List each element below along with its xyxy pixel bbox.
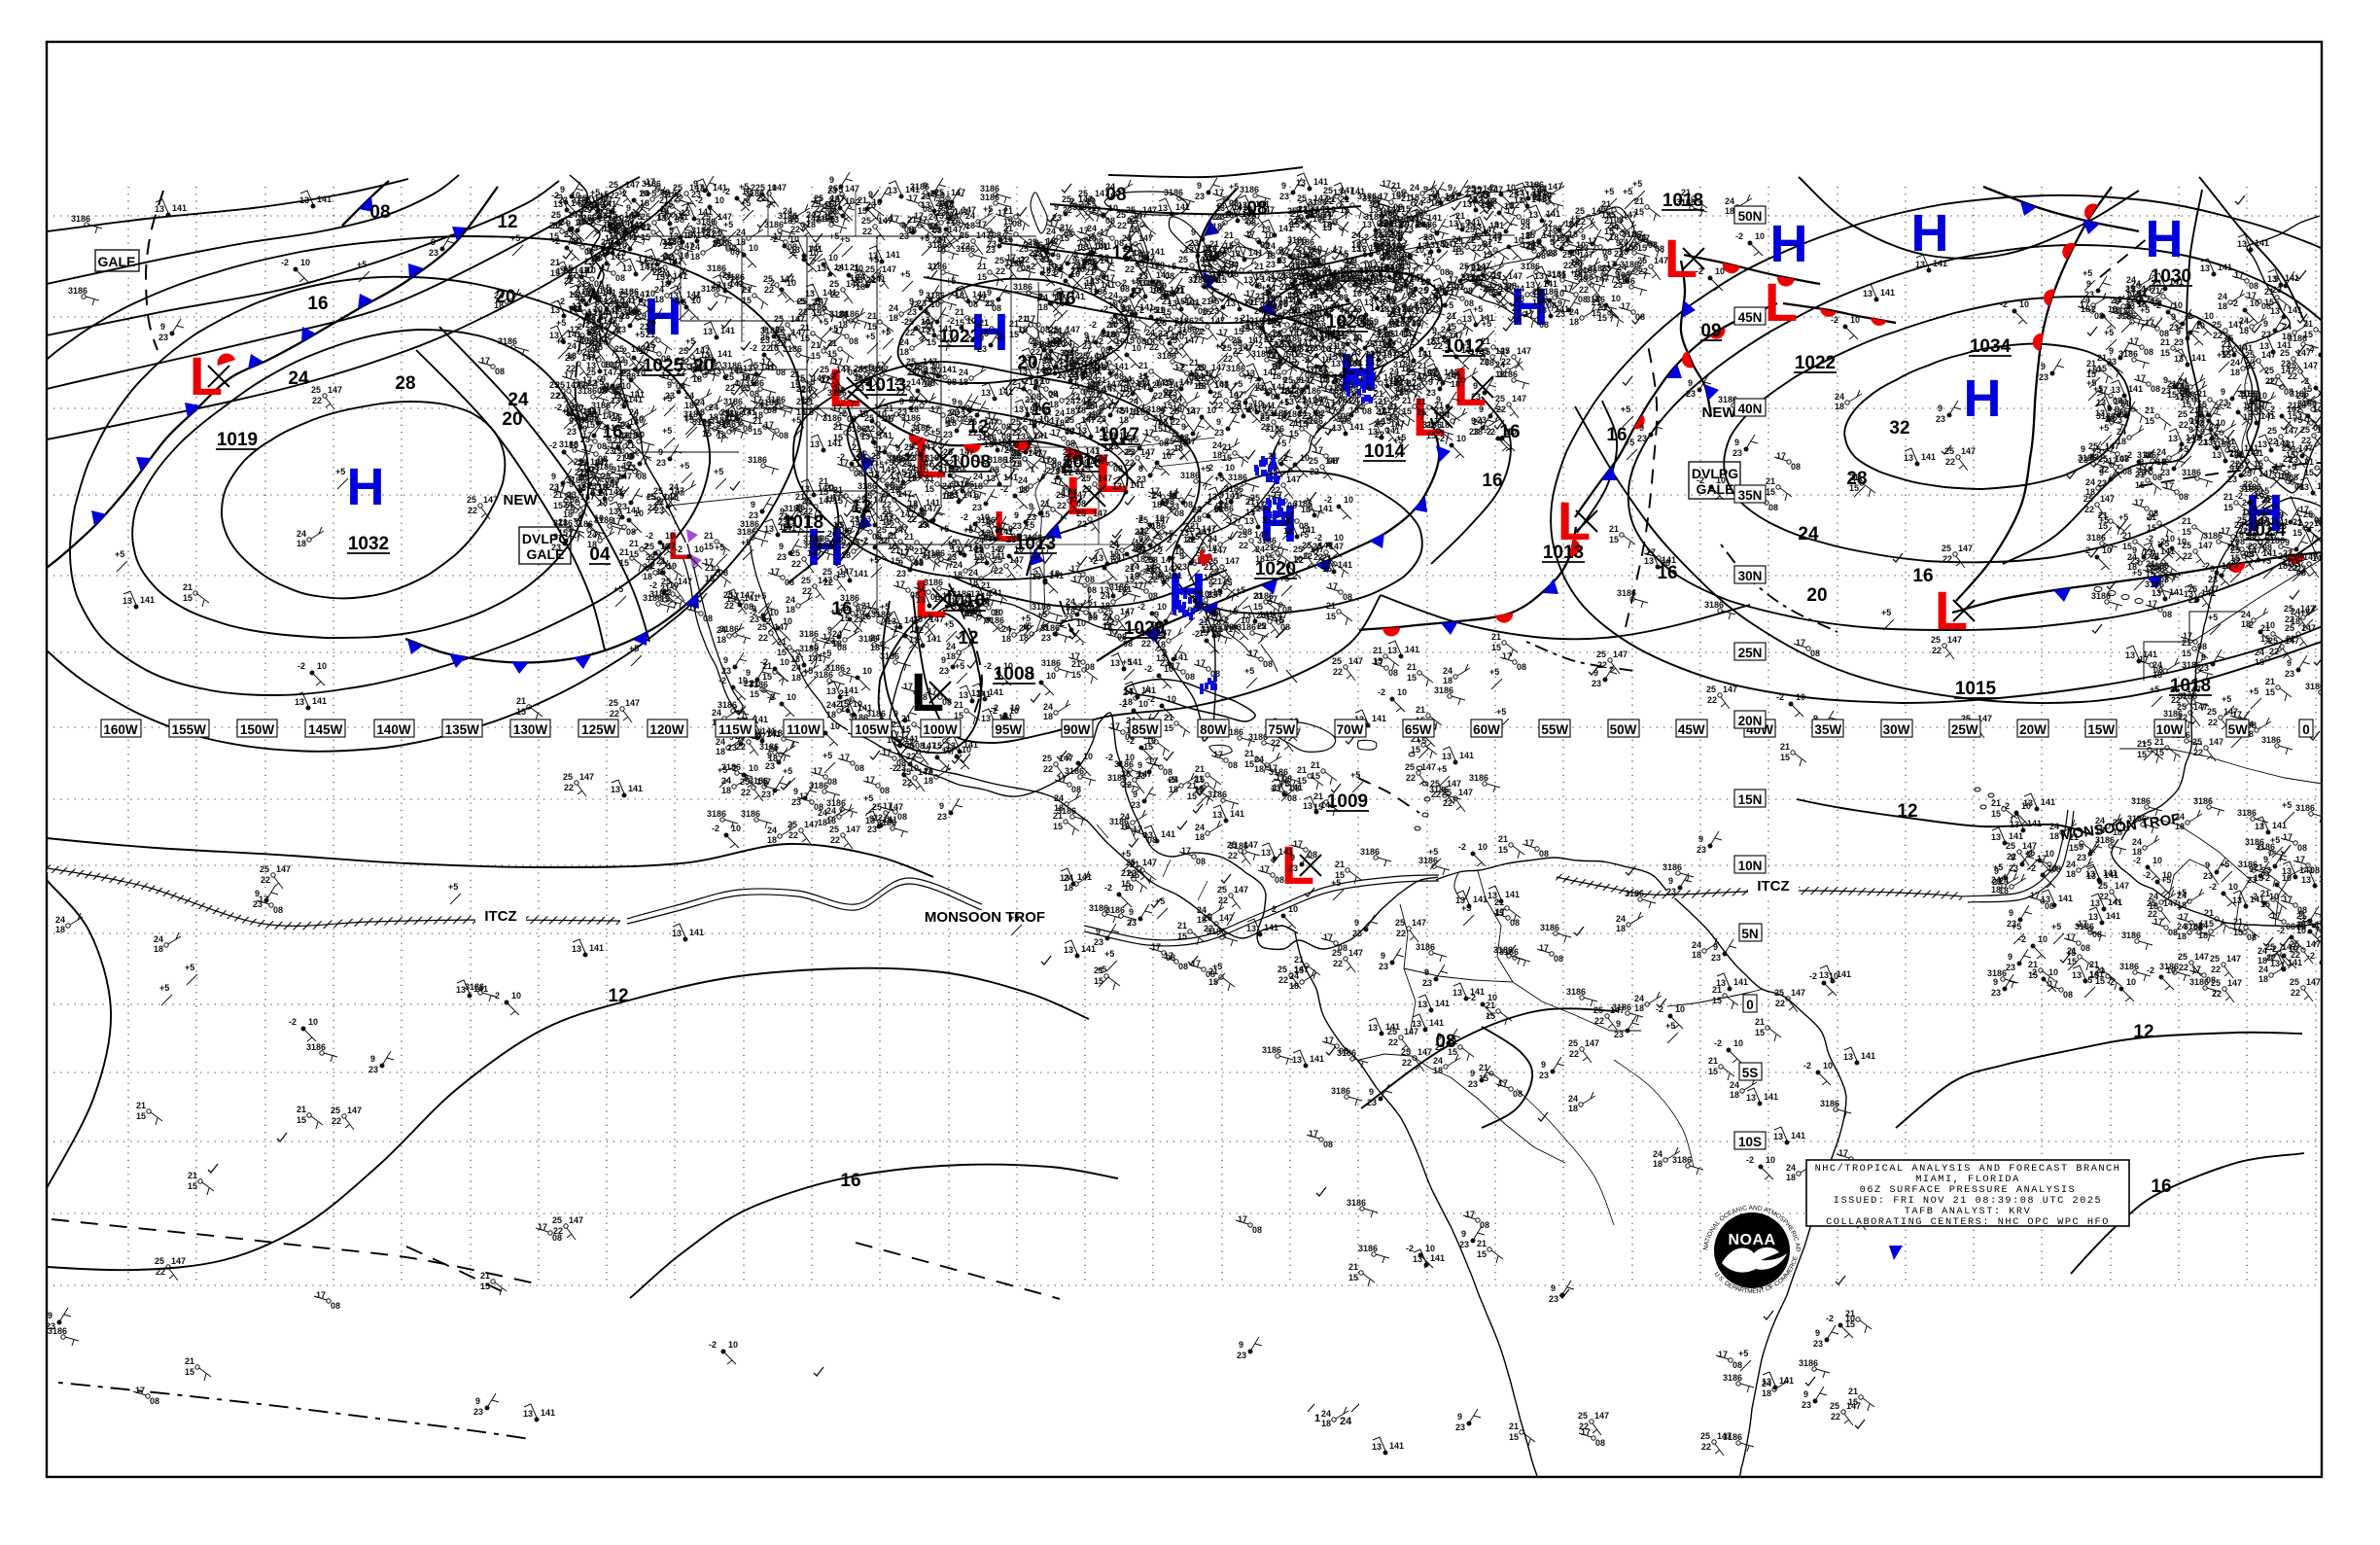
svg-text:16: 16 (840, 1171, 860, 1191)
svg-text:10W: 10W (2156, 722, 2184, 737)
svg-text:25W: 25W (1951, 722, 1978, 737)
svg-text:160W: 160W (103, 722, 138, 737)
svg-text:100W: 100W (923, 722, 958, 737)
svg-text:H: H (1770, 215, 1808, 273)
svg-text:120W: 120W (649, 722, 684, 737)
svg-text:35N: 35N (1738, 488, 1763, 503)
svg-text:MONSOON TROF: MONSOON TROF (925, 909, 1045, 926)
svg-text:28: 28 (395, 373, 415, 394)
svg-text:65W: 65W (1405, 722, 1432, 737)
svg-text:80W: 80W (1200, 722, 1227, 737)
svg-text:15W: 15W (2087, 722, 2115, 737)
svg-text:06Z SURFACE PRESSURE ANALYSIS: 06Z SURFACE PRESSURE ANALYSIS (1860, 1184, 2077, 1196)
svg-text:135W: 135W (445, 722, 480, 737)
svg-text:70W: 70W (1337, 722, 1364, 737)
svg-text:60W: 60W (1473, 722, 1500, 737)
svg-text:30N: 30N (1738, 569, 1763, 583)
svg-text:16: 16 (1482, 471, 1502, 491)
svg-text:50N: 50N (1738, 209, 1763, 224)
svg-text:1019: 1019 (217, 430, 258, 450)
svg-text:75W: 75W (1268, 722, 1295, 737)
svg-text:130W: 130W (513, 722, 548, 737)
svg-text:COLLABORATING CENTERS: NHC OPC: COLLABORATING CENTERS: NHC OPC WPC HFO (1826, 1216, 2110, 1228)
svg-text:08: 08 (369, 202, 390, 223)
svg-text:50W: 50W (1610, 722, 1637, 737)
svg-text:H: H (1964, 369, 2002, 428)
svg-text:16: 16 (1657, 563, 1677, 583)
svg-text:90W: 90W (1064, 722, 1091, 737)
svg-text:1025: 1025 (643, 356, 684, 376)
svg-text:ITCZ: ITCZ (1757, 878, 1789, 895)
svg-text:145W: 145W (308, 722, 343, 737)
svg-text:15N: 15N (1738, 792, 1763, 807)
svg-text:150W: 150W (240, 722, 275, 737)
svg-text:45W: 45W (1678, 722, 1705, 737)
svg-text:5N: 5N (1741, 927, 1758, 941)
svg-text:04: 04 (589, 544, 611, 565)
svg-text:12: 12 (1897, 801, 1917, 822)
svg-text:24: 24 (288, 369, 309, 389)
svg-text:H: H (347, 458, 385, 516)
svg-text:1009: 1009 (1327, 791, 1368, 812)
svg-text:TAFB ANALYST: KRV: TAFB ANALYST: KRV (1905, 1206, 2032, 1217)
svg-text:1015: 1015 (1955, 679, 1997, 699)
svg-text:10S: 10S (1738, 1135, 1762, 1149)
svg-text:105W: 105W (855, 722, 890, 737)
svg-text:16: 16 (2151, 1176, 2171, 1197)
svg-text:1032: 1032 (348, 534, 389, 554)
svg-text:MIAMI, FLORIDA: MIAMI, FLORIDA (1915, 1174, 2020, 1185)
svg-text:1034: 1034 (1970, 336, 2012, 357)
svg-text:16: 16 (307, 294, 328, 314)
svg-text:GALE: GALE (98, 254, 136, 269)
svg-text:1022: 1022 (1795, 353, 1836, 373)
svg-text:20: 20 (1806, 585, 1827, 606)
svg-text:10N: 10N (1738, 859, 1763, 873)
svg-text:09: 09 (1700, 321, 1721, 341)
svg-text:24: 24 (1798, 524, 1819, 544)
svg-text:ITCZ: ITCZ (484, 908, 516, 925)
svg-text:55W: 55W (1541, 722, 1568, 737)
svg-text:12: 12 (608, 986, 628, 1006)
svg-text:155W: 155W (172, 722, 207, 737)
svg-text:1: 1 (1314, 1413, 1320, 1424)
svg-text:95W: 95W (995, 722, 1022, 737)
svg-text:GALE: GALE (1697, 481, 1734, 497)
svg-text:NEW: NEW (504, 492, 539, 509)
svg-text:NHC/TROPICAL ANALYSIS AND FORE: NHC/TROPICAL ANALYSIS AND FORECAST BRANC… (1815, 1163, 2121, 1175)
svg-text:125W: 125W (581, 722, 616, 737)
svg-text:0: 0 (2302, 722, 2310, 737)
svg-text:H: H (1911, 204, 1949, 263)
svg-text:12: 12 (2133, 1022, 2153, 1042)
svg-text:30W: 30W (1883, 722, 1910, 737)
svg-text:NEW: NEW (1702, 404, 1737, 421)
svg-text:35W: 35W (1814, 722, 1841, 737)
svg-text:16: 16 (1606, 425, 1627, 445)
svg-text:NOAA: NOAA (1728, 1232, 1775, 1248)
svg-text:115W: 115W (718, 722, 752, 737)
svg-text:1013: 1013 (1543, 543, 1584, 563)
svg-text:40N: 40N (1738, 402, 1763, 416)
svg-text:25N: 25N (1738, 646, 1763, 660)
svg-text:20: 20 (502, 409, 522, 430)
svg-text:1014: 1014 (1364, 441, 1406, 462)
svg-text:24: 24 (1340, 1416, 1352, 1427)
svg-text:16: 16 (1912, 566, 1933, 586)
svg-text:110W: 110W (787, 722, 821, 737)
svg-text:85W: 85W (1132, 722, 1159, 737)
svg-text:0: 0 (1746, 998, 1754, 1012)
svg-text:140W: 140W (376, 722, 411, 737)
svg-text:20N: 20N (1738, 714, 1763, 728)
svg-text:5S: 5S (1742, 1066, 1759, 1080)
svg-text:24: 24 (508, 390, 529, 410)
svg-text:H: H (2146, 210, 2184, 268)
svg-text:32: 32 (1889, 418, 1909, 439)
svg-text:20W: 20W (2019, 722, 2047, 737)
svg-text:12: 12 (497, 212, 517, 232)
svg-text:5W: 5W (2228, 722, 2249, 737)
svg-text:L: L (1765, 271, 1798, 333)
svg-text:ISSUED: FRI NOV 21 08:39:08 UT: ISSUED: FRI NOV 21 08:39:08 UTC 2025 (1834, 1195, 2102, 1207)
svg-text:45N: 45N (1738, 310, 1763, 325)
